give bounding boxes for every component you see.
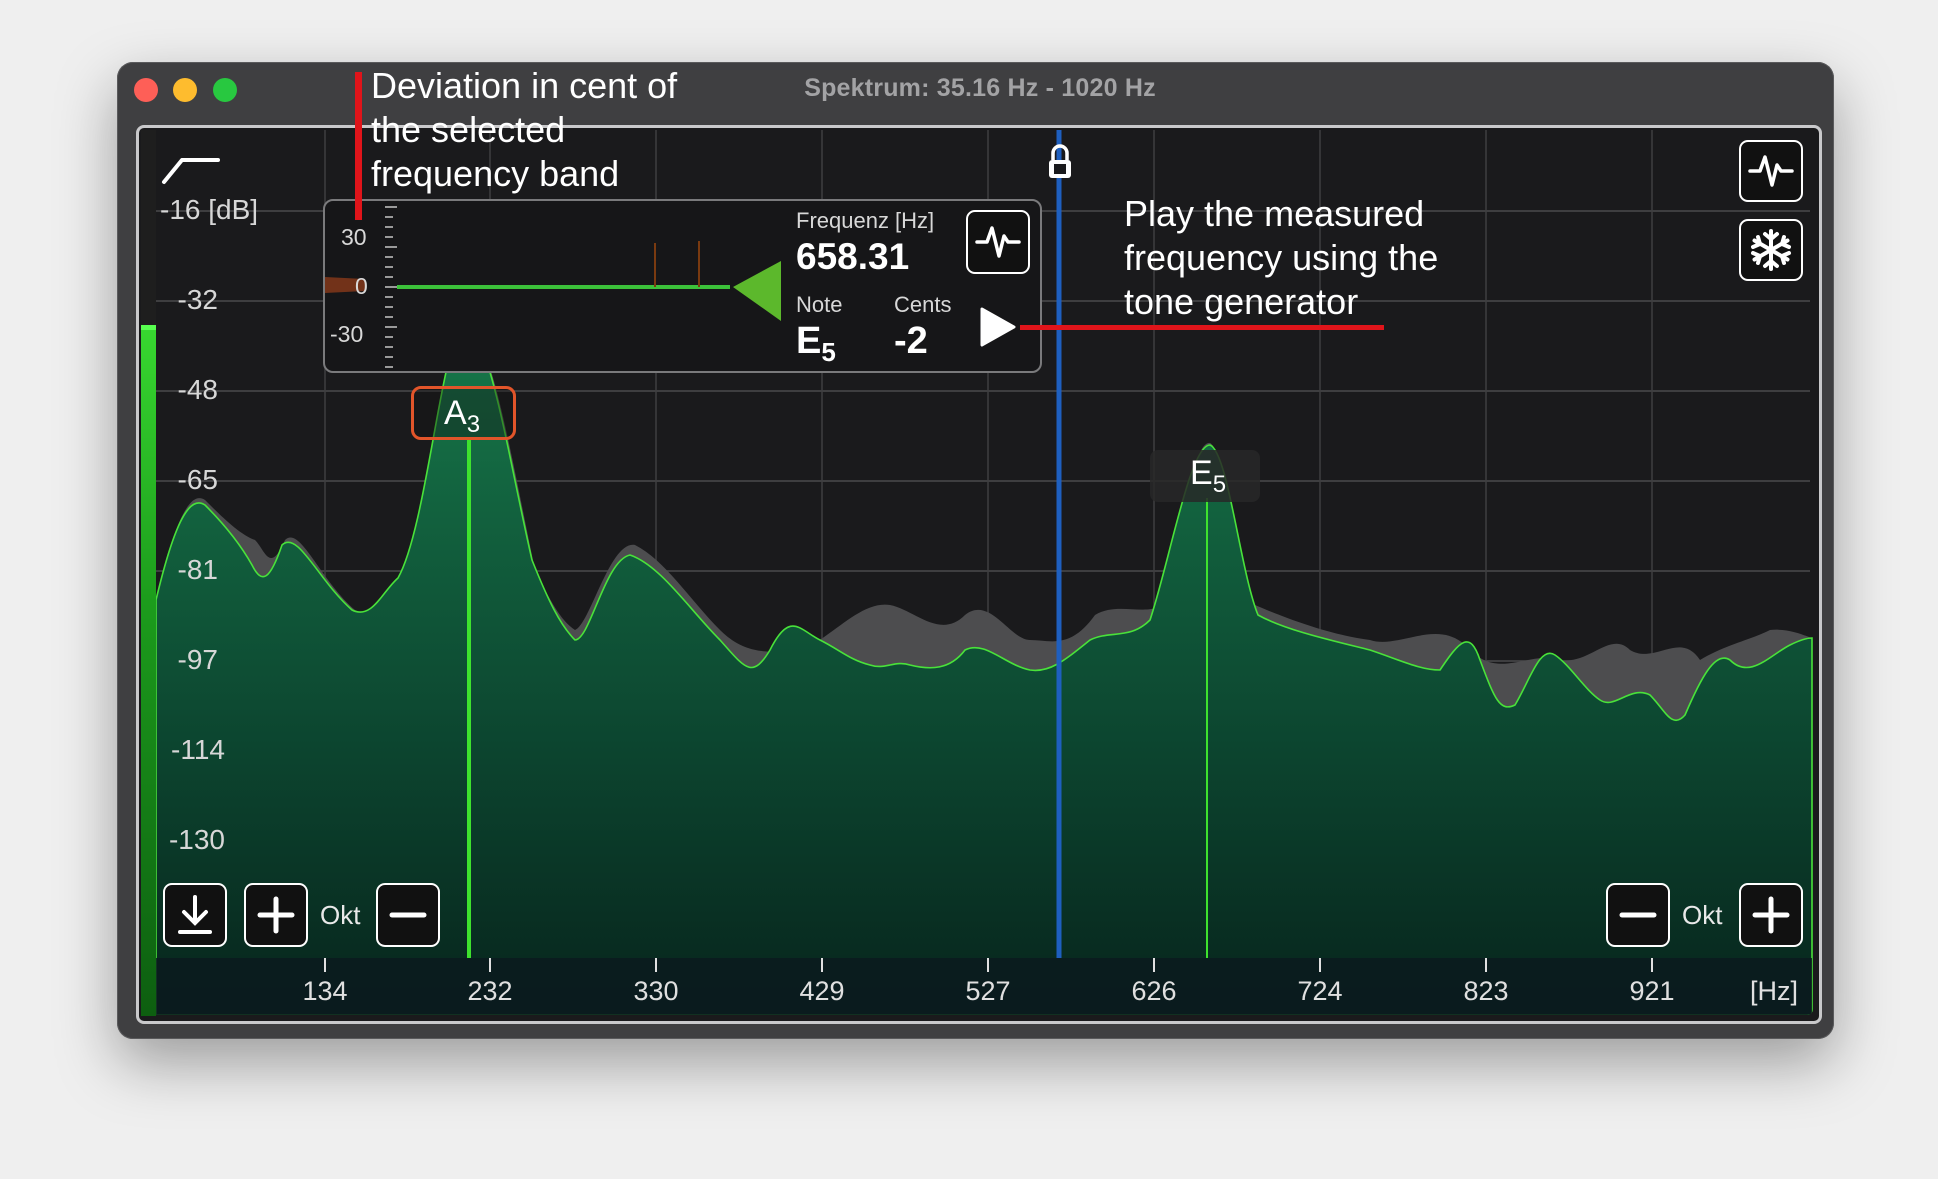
x-tick: 626	[1131, 976, 1177, 1006]
pulse-waveform-icon	[975, 226, 1021, 258]
cent-scale-label: 0	[355, 273, 368, 299]
cent-scale-label: -30	[330, 321, 364, 347]
cent-scale-label: 30	[341, 224, 367, 250]
y-axis-unit: -16 [dB]	[160, 194, 259, 225]
y-tick: -130	[168, 824, 225, 855]
y-tick: -32	[177, 284, 218, 315]
deviation-annotation: Deviation in cent of the selected freque…	[371, 65, 678, 194]
zoom-window-button[interactable]	[213, 78, 237, 102]
cents-value: -2	[894, 320, 928, 362]
frequency-value: 658.31	[796, 236, 910, 277]
octave-label-left: Okt	[320, 900, 361, 930]
play-icon[interactable]	[978, 305, 1018, 349]
download-icon	[178, 895, 212, 934]
octave-increase-left-button[interactable]	[244, 883, 308, 947]
pulse-waveform-icon	[1748, 155, 1794, 187]
minimize-window-button[interactable]	[173, 78, 197, 102]
note-value: E5	[796, 320, 836, 367]
y-tick: -65	[177, 464, 218, 495]
octave-label-right: Okt	[1682, 900, 1723, 930]
input-level-peak	[141, 325, 156, 330]
input-level-fill	[141, 325, 156, 1016]
snowflake-icon	[1751, 229, 1791, 271]
peak-label-e5: E5	[1190, 454, 1227, 498]
waveform-button[interactable]	[1739, 140, 1803, 202]
minus-icon	[1619, 912, 1657, 918]
octave-decrease-right-button[interactable]	[1606, 883, 1670, 947]
close-window-button[interactable]	[134, 78, 158, 102]
x-tick: 724	[1297, 976, 1343, 1006]
peak-label-a3: A3	[444, 394, 481, 438]
tuner-waveform-button[interactable]	[966, 210, 1030, 274]
plus-icon	[257, 896, 295, 934]
y-tick: -81	[177, 554, 218, 585]
frequency-label: Frequenz [Hz]	[796, 208, 935, 233]
x-tick: 921	[1629, 976, 1675, 1006]
x-tick: 330	[633, 976, 679, 1006]
x-tick: 232	[467, 976, 513, 1006]
x-tick: 134	[302, 976, 348, 1006]
x-tick: 823	[1463, 976, 1509, 1006]
x-tick: 429	[799, 976, 845, 1006]
octave-decrease-left-button[interactable]	[376, 883, 440, 947]
selected-peak-marker[interactable]	[411, 386, 516, 440]
freeze-button[interactable]	[1739, 219, 1803, 281]
play-annotation-line	[1020, 325, 1384, 330]
y-tick: -48	[177, 374, 218, 405]
x-tick: 527	[965, 976, 1011, 1006]
play-annotation: Play the measured frequency using the to…	[1124, 193, 1439, 322]
peak-marker-e5[interactable]	[1150, 450, 1260, 502]
plus-icon	[1752, 896, 1790, 934]
export-button[interactable]	[163, 883, 227, 947]
lock-icon[interactable]	[1046, 143, 1074, 181]
y-tick: -114	[171, 734, 225, 765]
minus-icon	[389, 912, 427, 918]
cent-deviation-meter	[325, 206, 781, 368]
y-tick: -97	[177, 644, 218, 675]
deviation-annotation-line	[355, 72, 362, 220]
cents-label: Cents	[894, 292, 952, 317]
filter-slope-icon[interactable]	[160, 152, 222, 186]
window-title: Spektrum: 35.16 Hz - 1020 Hz	[804, 74, 1156, 102]
x-axis-unit: [Hz]	[1749, 976, 1798, 1006]
note-label: Note	[796, 292, 843, 317]
octave-increase-right-button[interactable]	[1739, 883, 1803, 947]
